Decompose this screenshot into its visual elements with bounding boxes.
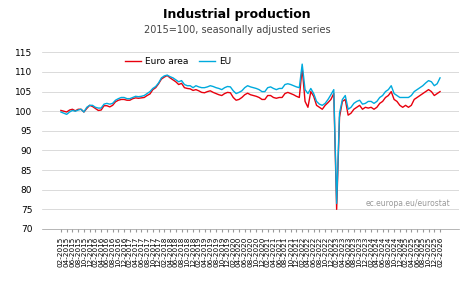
EU: [334, 202, 339, 205]
Euro area: [84, 107, 90, 110]
Text: ec.europa.eu/eurostat: ec.europa.eu/eurostat: [366, 199, 451, 208]
EU: [428, 80, 434, 83]
Line: Euro area: Euro area: [61, 68, 440, 209]
Euro area: [300, 66, 305, 70]
Euro area: [428, 90, 434, 93]
EU: [84, 105, 90, 109]
EU: [322, 102, 328, 105]
Euro area: [296, 96, 302, 99]
Text: 2015=100, seasonally adjusted series: 2015=100, seasonally adjusted series: [144, 25, 330, 35]
EU: [437, 76, 443, 80]
Euro area: [437, 90, 443, 93]
Euro area: [420, 92, 426, 95]
Text: Industrial production: Industrial production: [163, 8, 311, 21]
EU: [300, 62, 305, 66]
Euro area: [311, 95, 317, 98]
Euro area: [322, 104, 328, 107]
Legend: Euro area, EU: Euro area, EU: [121, 53, 235, 70]
Euro area: [58, 109, 64, 112]
Line: EU: EU: [61, 64, 440, 204]
EU: [296, 86, 302, 89]
EU: [420, 84, 426, 87]
Euro area: [334, 208, 339, 211]
EU: [58, 110, 64, 114]
EU: [311, 92, 317, 95]
